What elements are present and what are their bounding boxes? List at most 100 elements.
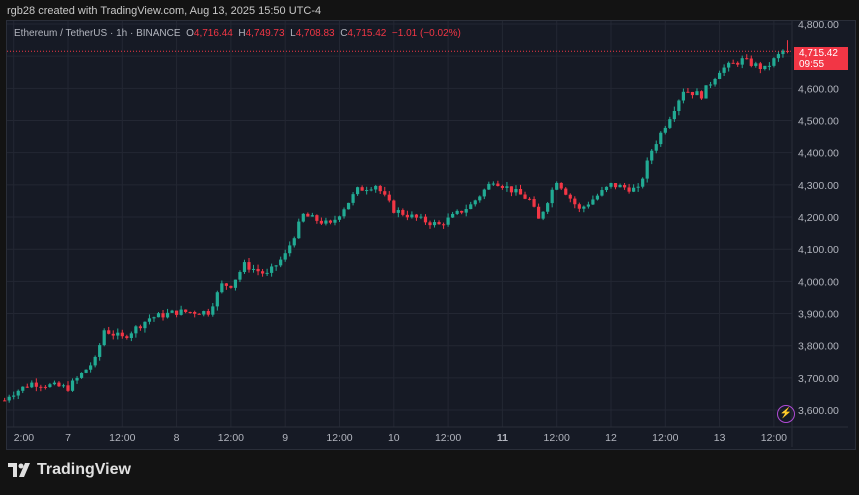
candle-body [274, 265, 278, 267]
candle-body [188, 311, 192, 313]
candle-body [270, 266, 274, 273]
candle-body [555, 182, 559, 190]
candle-body [279, 259, 283, 266]
candle-body [641, 178, 645, 187]
candle-body [152, 317, 156, 319]
candle-body [541, 211, 545, 219]
x-tick-label: 12 [605, 432, 617, 444]
y-tick-label: 4,400.00 [798, 148, 839, 160]
x-tick-label: 2:00 [14, 432, 35, 444]
candle-body [242, 262, 247, 273]
chart-credit: rgb28 created with TradingView.com, Aug … [7, 5, 322, 17]
candle-body [654, 144, 658, 151]
candle-body [16, 390, 20, 396]
candle-body [125, 336, 129, 339]
candle-body [70, 380, 75, 391]
candle-body [632, 187, 636, 192]
symbol-name[interactable]: Ethereum / TetherUS · 1h · BINANCE [14, 28, 181, 39]
candle-body [663, 127, 667, 133]
low-label: L [290, 28, 296, 39]
candle-body [247, 262, 251, 270]
candle-body [301, 213, 305, 222]
candle-body [781, 50, 785, 55]
candle-body [604, 186, 609, 191]
candle-body [30, 382, 34, 388]
candle-body [61, 385, 66, 387]
candle-body [98, 345, 102, 357]
candle-body [66, 385, 70, 391]
bar-countdown: 09:55 [799, 59, 825, 70]
candle-body [215, 292, 219, 307]
candle-body [532, 199, 536, 207]
candle-body [423, 216, 428, 223]
candle-body [211, 306, 215, 315]
candle-body [25, 386, 29, 388]
candle-body [337, 216, 342, 220]
candle-body [156, 313, 161, 318]
candle-body [356, 187, 360, 195]
candle-body [745, 58, 749, 60]
candle-body [650, 150, 654, 161]
candle-body [727, 62, 731, 68]
candle-body [600, 190, 604, 196]
candle-body [681, 91, 685, 101]
candle-body [428, 222, 432, 226]
candle-body [39, 386, 43, 388]
candle-body [622, 184, 627, 188]
candle-body [378, 185, 382, 192]
y-tick-label: 4,100.00 [798, 244, 839, 256]
candle-body [414, 214, 419, 218]
candle-body [537, 206, 541, 219]
candle-body [170, 310, 174, 313]
candle-body [627, 187, 631, 192]
change-value: −1.01 (−0.02%) [391, 28, 461, 39]
low-value: 4,708.83 [295, 28, 335, 39]
candle-body [473, 200, 477, 205]
candle-body [342, 209, 346, 217]
candle-body [505, 186, 509, 188]
candle-body [432, 222, 437, 226]
candle-body [369, 189, 373, 191]
x-tick-label: 12:00 [218, 432, 244, 444]
candle-body [84, 369, 88, 373]
candle-body [288, 245, 292, 254]
y-tick-label: 4,600.00 [798, 83, 839, 95]
y-tick-label: 3,800.00 [798, 341, 839, 353]
candle-body [645, 160, 649, 179]
y-tick-label: 3,600.00 [798, 405, 839, 417]
candle-body [238, 272, 242, 280]
candle-body [500, 186, 504, 188]
candle-body [564, 188, 568, 195]
candle-body [265, 272, 269, 274]
candle-body [52, 382, 57, 385]
candle-body [306, 213, 310, 217]
high-value: 4,749.73 [245, 28, 285, 39]
candle-body [690, 91, 695, 96]
candle-body [731, 62, 735, 64]
candle-body [718, 72, 722, 79]
candle-body [206, 311, 210, 315]
candle-body [193, 312, 197, 314]
x-tick-label: 9 [282, 432, 288, 444]
last-price-tag: 4,715.42 09:55 [794, 47, 848, 70]
close-label: C [340, 28, 348, 39]
candle-body [460, 210, 464, 213]
candle-body [749, 58, 753, 66]
candle-body [401, 210, 405, 215]
candle-body [57, 382, 61, 387]
candle-body [79, 372, 84, 378]
candle-body [496, 183, 500, 187]
candle-body [776, 54, 781, 59]
candle-body [469, 204, 473, 210]
candle-body [34, 382, 38, 387]
candle-body [577, 204, 581, 209]
candle-body [546, 203, 550, 212]
lightning-icon[interactable]: ⚡ [777, 405, 795, 423]
candle-body [686, 91, 690, 93]
candle-body [43, 386, 47, 388]
candle-body [586, 204, 590, 207]
candle-body [319, 220, 323, 224]
candle-body [383, 191, 387, 195]
logo-text: TradingView [37, 461, 131, 478]
